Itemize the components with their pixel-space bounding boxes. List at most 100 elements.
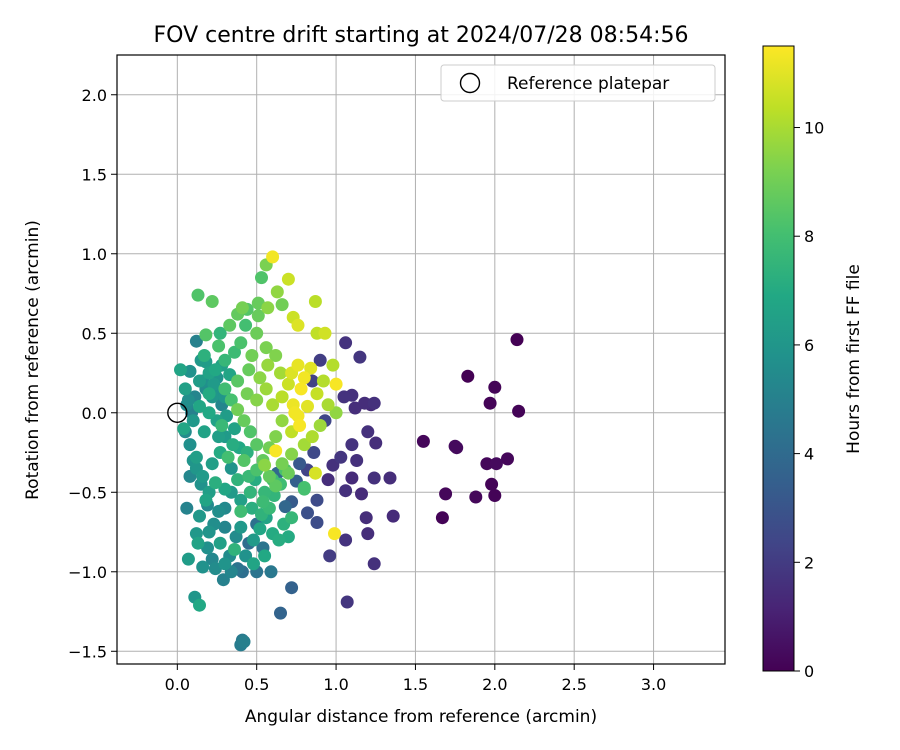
data-point xyxy=(334,450,348,464)
data-point xyxy=(237,635,251,649)
data-point xyxy=(489,457,503,471)
data-point xyxy=(285,511,299,525)
plot-frame xyxy=(116,54,726,665)
data-point xyxy=(367,471,381,485)
data-point xyxy=(353,350,367,364)
data-point xyxy=(297,481,311,494)
data-point xyxy=(285,581,299,595)
data-point xyxy=(269,444,283,458)
y-tick-label: 1.5 xyxy=(82,165,107,184)
data-point xyxy=(461,369,475,383)
data-point xyxy=(234,504,248,518)
data-point xyxy=(216,573,230,587)
data-point xyxy=(218,557,232,571)
data-point xyxy=(250,393,264,407)
data-point xyxy=(202,525,216,539)
y-axis-label: Rotation from reference (arcmin) xyxy=(23,220,43,500)
data-point xyxy=(339,336,353,350)
data-point xyxy=(258,458,272,472)
data-point xyxy=(275,414,289,428)
data-point xyxy=(228,422,241,436)
data-point xyxy=(256,495,270,509)
data-point xyxy=(310,493,324,507)
data-point xyxy=(218,520,232,534)
legend-box xyxy=(440,64,716,102)
y-tick-label: 2.0 xyxy=(82,86,107,105)
data-point xyxy=(329,377,343,391)
y-tick-label: 1.0 xyxy=(82,245,107,264)
data-point xyxy=(259,382,273,396)
data-point xyxy=(308,295,322,308)
data-point xyxy=(193,509,206,523)
data-point xyxy=(197,425,211,439)
data-point xyxy=(253,522,267,536)
data-point xyxy=(281,377,295,391)
data-point xyxy=(186,414,200,428)
legend: Reference platepar xyxy=(440,64,716,102)
data-point xyxy=(251,309,265,323)
colorbar-tick-label: 0 xyxy=(804,662,814,681)
data-point xyxy=(181,552,195,566)
data-point xyxy=(255,271,268,285)
data-point xyxy=(339,533,353,547)
data-point xyxy=(294,382,308,396)
colorbar-tick-label: 4 xyxy=(804,445,814,464)
data-point xyxy=(259,341,273,355)
data-point xyxy=(218,353,232,367)
data-point xyxy=(174,363,187,377)
data-point xyxy=(215,419,229,432)
data-point xyxy=(242,363,256,377)
data-point xyxy=(196,469,210,483)
data-point xyxy=(275,457,289,471)
data-point xyxy=(270,285,284,299)
data-point xyxy=(212,504,226,518)
data-point xyxy=(199,328,213,342)
data-point xyxy=(202,406,216,420)
data-point xyxy=(361,527,375,541)
data-point xyxy=(328,527,341,541)
colorbar-ticks: 0 2 4 6 8 10 xyxy=(794,119,824,681)
data-point xyxy=(304,361,318,375)
data-point xyxy=(313,419,327,432)
data-point xyxy=(359,511,373,525)
data-point xyxy=(480,457,494,471)
data-point xyxy=(183,438,197,452)
data-point xyxy=(350,454,364,467)
scatter-points xyxy=(167,250,526,652)
data-point xyxy=(180,501,194,515)
data-point xyxy=(310,387,324,401)
data-point xyxy=(243,485,257,499)
data-point xyxy=(345,438,359,452)
data-point xyxy=(218,382,232,396)
data-point xyxy=(228,543,241,556)
data-point xyxy=(274,606,287,620)
x-tick-label: 0.5 xyxy=(244,675,269,694)
legend-label: Reference platepar xyxy=(507,74,669,94)
data-point xyxy=(269,479,283,493)
data-point xyxy=(488,380,502,394)
data-point xyxy=(224,393,238,407)
data-point xyxy=(266,398,280,412)
data-point xyxy=(291,318,305,332)
data-point xyxy=(234,493,248,507)
data-point xyxy=(199,493,213,507)
data-point xyxy=(245,501,259,515)
data-point xyxy=(308,466,322,480)
data-point xyxy=(189,334,203,348)
data-point xyxy=(189,527,203,541)
data-point xyxy=(275,298,289,312)
data-point xyxy=(258,549,272,563)
data-point xyxy=(221,450,235,464)
data-point xyxy=(301,399,314,413)
colorbar-tick-label: 10 xyxy=(804,119,824,138)
data-point xyxy=(275,390,289,404)
y-tick-label: 0.0 xyxy=(82,404,107,423)
data-point xyxy=(205,295,219,308)
x-tick-label: 3.0 xyxy=(641,675,666,694)
data-point xyxy=(202,387,216,401)
data-point xyxy=(355,487,368,501)
data-point xyxy=(321,398,335,412)
data-point xyxy=(212,339,226,353)
data-point xyxy=(281,272,295,286)
